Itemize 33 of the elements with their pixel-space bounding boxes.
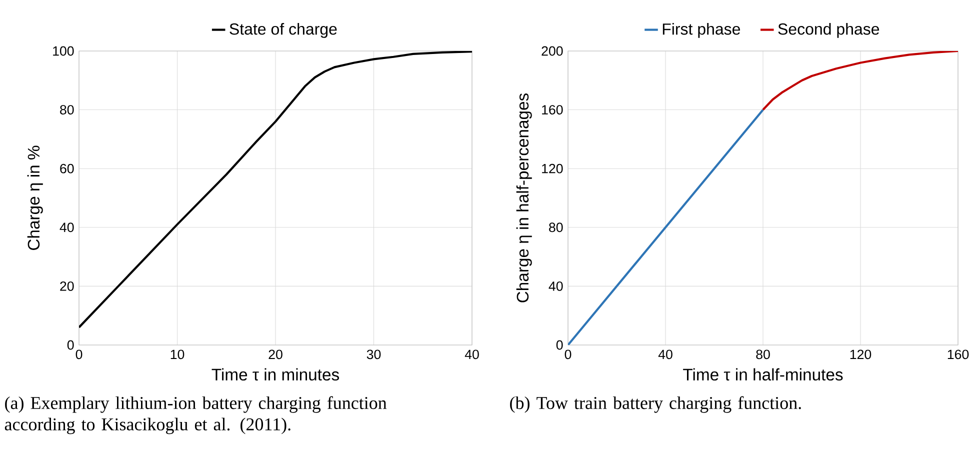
text: (b) Tow train battery charging function. [510, 396, 801, 413]
y-tick-label: 20 [60, 281, 74, 291]
y-tick-label: 200 [542, 46, 563, 56]
x-tick-label: 0 [76, 350, 82, 360]
x-axis-title: Time τ in half-minutes [683, 368, 843, 381]
y-tick-label: 40 [60, 222, 74, 232]
y-tick-label: 100 [53, 46, 74, 56]
x-tick-label: 40 [464, 350, 479, 360]
x-axis-title: Time τ in minutes [212, 368, 339, 381]
y-tick-label: 60 [60, 164, 74, 174]
y-tick-label: 80 [549, 222, 563, 232]
legend-label: First phase [662, 22, 740, 38]
y-axis-title: Charge η in half-percenages [516, 93, 532, 302]
x-tick-label: 80 [756, 350, 770, 360]
line-series [79, 50, 472, 328]
x-tick-label: 10 [170, 350, 184, 360]
x-tick-label: 20 [268, 350, 282, 360]
x-tick-label: 30 [366, 350, 381, 360]
y-tick-label: 160 [542, 105, 563, 115]
y-tick-label: 120 [542, 164, 563, 174]
y-tick-label: 80 [60, 105, 74, 115]
x-tick-label: 40 [658, 350, 672, 360]
legend-label: State of charge [230, 22, 337, 38]
line-series [762, 50, 958, 111]
x-tick-label: 160 [948, 350, 969, 360]
x-tick-label: 120 [850, 350, 872, 360]
legend-label: Second phase [778, 22, 880, 38]
y-tick-label: 0 [67, 340, 74, 350]
y-axis-title: Charge η in % [27, 146, 43, 250]
y-tick-label: 40 [548, 281, 563, 291]
text: (a) Exemplary lithium-ion battery charging function according to Kisacikoglu et al. (2011). [4, 396, 387, 434]
x-tick-label: 0 [564, 350, 572, 360]
y-tick-label: 0 [556, 340, 563, 350]
